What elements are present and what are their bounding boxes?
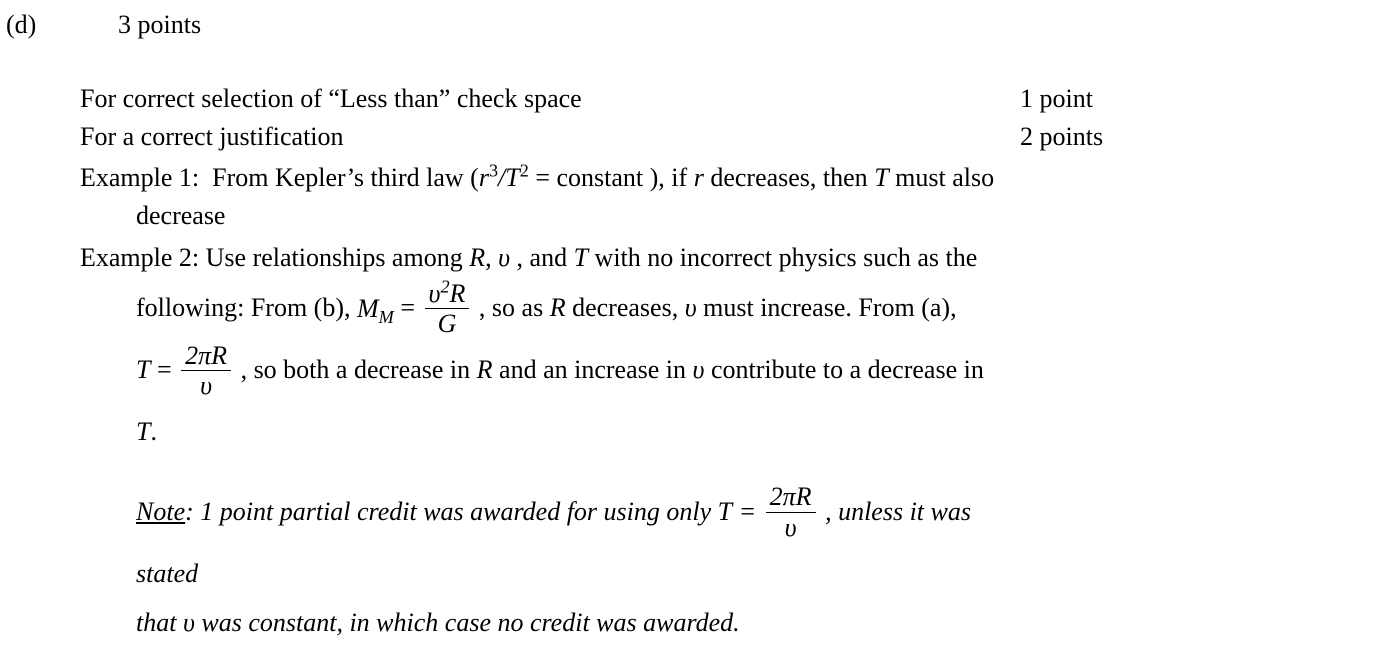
ex2-line3: T = 2πRυ , so both a decrease in R and a… <box>136 338 1000 462</box>
points-column: 1 point 2 points <box>1020 80 1180 156</box>
ex2-frac1: υ2RG <box>425 280 470 338</box>
ex2-R: R <box>469 243 485 272</box>
example-2: Example 2: Use relationships among R, υ … <box>80 239 1000 642</box>
ex2-eq: = <box>394 294 422 323</box>
note-line2-pre: that <box>136 608 183 637</box>
kepler-r-exp: 3 <box>489 161 498 181</box>
ex1-var-r: r <box>694 163 704 192</box>
ex1-lead: Example 1: From Kepler’s third law ( <box>80 163 479 192</box>
ex1-var-T: T <box>874 163 888 192</box>
ex2-frac1-v: υ <box>429 279 441 308</box>
ex2-frac1-R: R <box>450 279 466 308</box>
ex2-tail1: with no incorrect physics such as the <box>588 243 977 272</box>
ex2-M: M <box>357 294 379 323</box>
note-T: T <box>718 497 732 526</box>
criterion-2: For a correct justification <box>80 118 1000 156</box>
ex2-line3-v: υ <box>693 355 705 384</box>
ex2-line1: Example 2: Use relationships among R, υ … <box>80 239 1000 277</box>
ex2-frac2-num: 2πR <box>181 342 231 371</box>
points-1: 1 point <box>1020 80 1180 118</box>
example-1: Example 1: From Kepler’s third law (r3/T… <box>80 159 1000 234</box>
ex2-lead: Example 2: Use relationships among <box>80 243 469 272</box>
kepler-r: r <box>479 163 489 192</box>
total-points: 3 points <box>118 6 201 44</box>
ex2-line2-tail: must increase. From (a), <box>697 294 957 323</box>
note-line2: that υ was constant, in which case no cr… <box>136 604 1000 642</box>
ex2-line2-pre: following: From (b), <box>136 294 357 323</box>
note-pre: 1 point partial credit was awarded for u… <box>200 497 717 526</box>
ex2-T: T <box>574 243 588 272</box>
kepler-T-exp: 2 <box>520 161 529 181</box>
ex2-MM: MM <box>357 294 394 323</box>
ex2-line2-v: υ <box>685 294 697 323</box>
note-frac: 2πRυ <box>766 483 816 541</box>
ex2-Msub: M <box>379 307 394 327</box>
ex1-line2: decrease <box>136 197 1000 235</box>
note-frac-num: 2πR <box>766 483 816 512</box>
note-frac-den: υ <box>766 513 816 541</box>
body-column: For correct selection of “Less than” che… <box>80 80 1000 642</box>
ex2-c2: , and <box>510 243 574 272</box>
ex2-line3-R: R <box>477 355 493 384</box>
ex2-v: υ <box>498 243 510 272</box>
ex2-line2: following: From (b), MM = υ2RG , so as R… <box>136 276 1000 338</box>
kepler-T: T <box>505 163 519 192</box>
points-2: 2 points <box>1020 118 1180 156</box>
ex2-line2-mid: , so as <box>472 294 549 323</box>
note-eq: = <box>732 497 763 526</box>
ex2-line3-mid: , so both a decrease in <box>234 355 477 384</box>
ex2-c1: , <box>485 243 498 272</box>
ex2-frac1-num: υ2R <box>425 280 470 309</box>
ex2-line3-end: . <box>150 417 157 446</box>
ex1-tail: must also <box>889 163 994 192</box>
note-line2-tail: was constant, in which case no credit wa… <box>195 608 740 637</box>
ex2-frac1-vexp: 2 <box>440 276 449 296</box>
ex2-frac2: 2πRυ <box>181 342 231 400</box>
ex2-line2-mid2: decreases, <box>566 294 685 323</box>
ex1-mid: decreases, then <box>704 163 874 192</box>
ex2-line2-R: R <box>550 294 566 323</box>
ex2-line3-mid2: and an increase in <box>493 355 693 384</box>
note-colon: : <box>185 497 200 526</box>
ex2-line3-eq: = <box>150 355 178 384</box>
ex2-frac2-den: υ <box>181 371 231 399</box>
ex2-line3-T: T <box>136 355 150 384</box>
ex2-line3-tail: contribute to a decrease in <box>704 355 983 384</box>
note-line2-v: υ <box>183 608 195 637</box>
note-label: Note <box>136 497 185 526</box>
page-root: (d) 3 points For correct selection of “L… <box>0 0 1400 656</box>
part-label: (d) <box>6 6 36 44</box>
ex2-frac1-den: G <box>425 309 470 337</box>
ex2-line3-T2: T <box>136 417 150 446</box>
ex1-after-paren: = constant ), if <box>529 163 694 192</box>
criterion-1: For correct selection of “Less than” che… <box>80 80 1000 118</box>
note-line1: Note: 1 point partial credit was awarded… <box>136 480 1000 604</box>
